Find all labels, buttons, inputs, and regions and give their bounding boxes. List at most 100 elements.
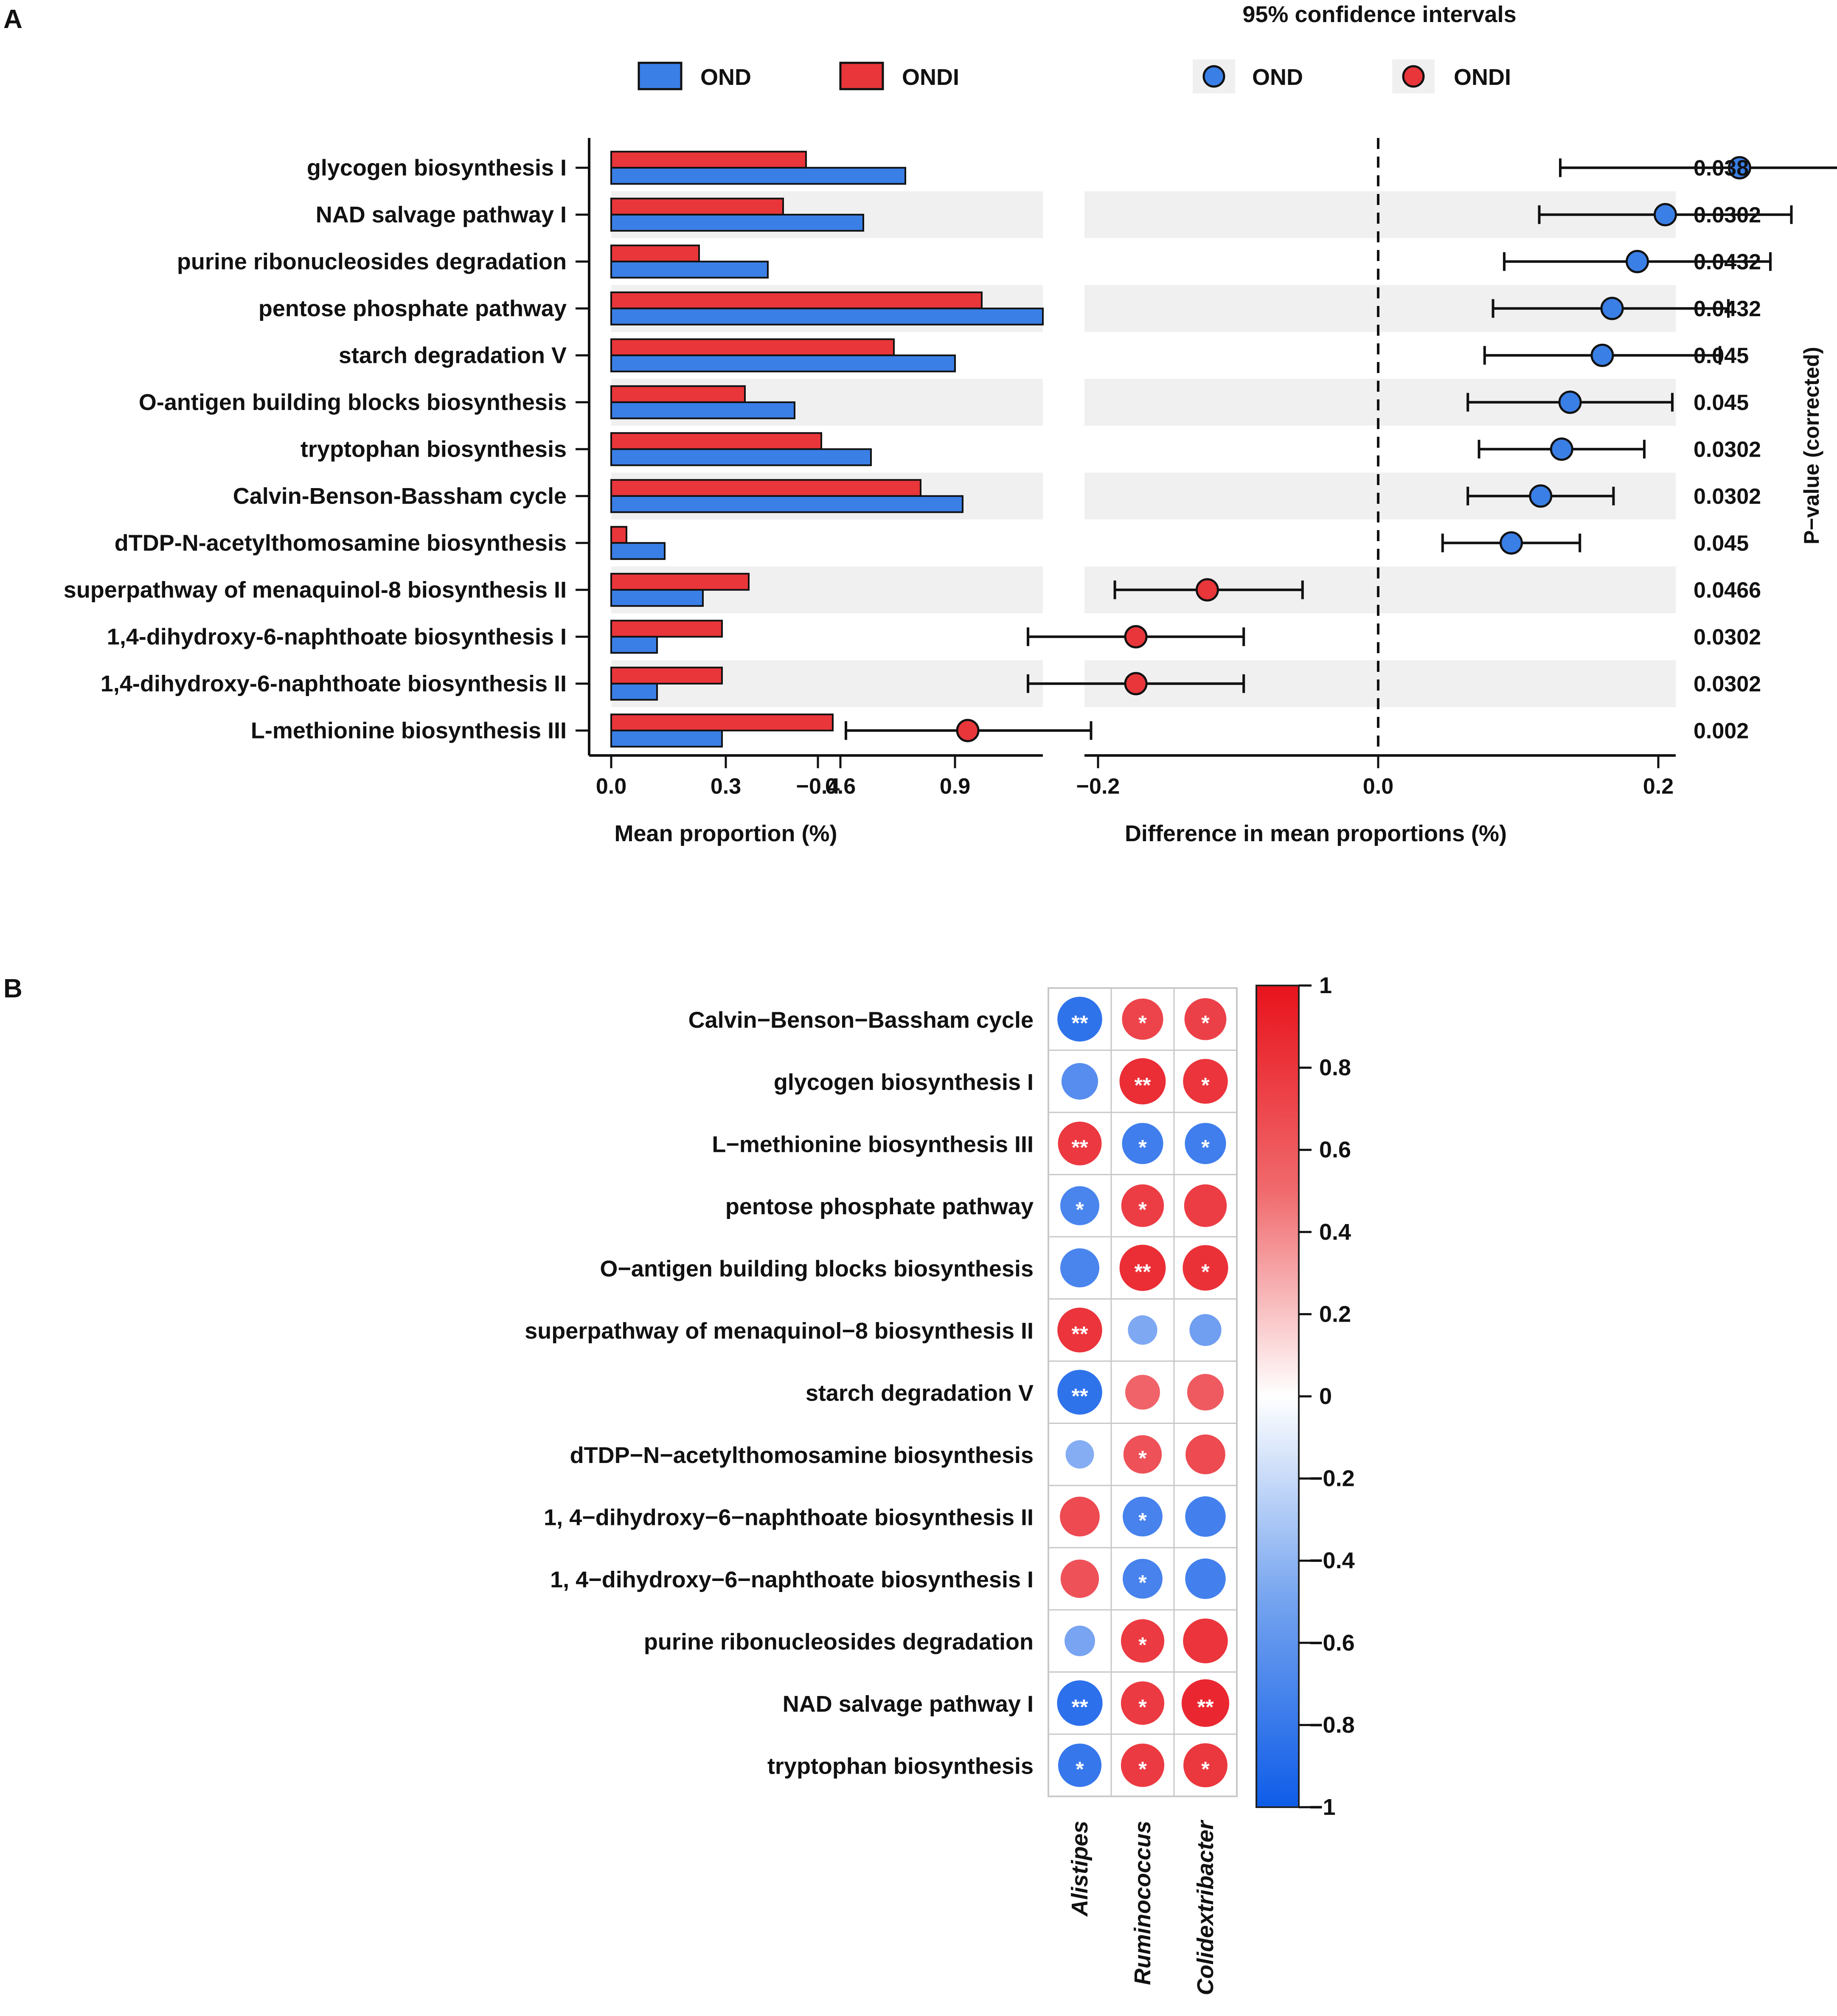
significance-mark: * (1201, 1757, 1210, 1781)
bar-x-tick-label: 0.3 (711, 774, 741, 799)
bar-ond (610, 354, 956, 373)
pathway-label: starch degradation V (339, 343, 567, 368)
legend-ondi-dot-label: ONDI (1454, 65, 1511, 90)
heatmap-cell (1058, 1121, 1102, 1165)
ci-chart: −0.4−0.20.00.20.40.0380.03020.04320.0432… (796, 138, 1837, 799)
pathway-label: superpathway of menaquinol-8 biosynthesi… (64, 577, 567, 603)
pathway-label: tryptophan biosynthesis (301, 436, 567, 462)
ci-point (1124, 625, 1148, 649)
bar-ond (610, 448, 872, 466)
p-value-label: 0.045 (1694, 343, 1749, 368)
heatmap-cell (1123, 1435, 1162, 1474)
significance-mark: ** (1072, 1135, 1088, 1159)
bar-ond (610, 167, 906, 185)
pathway-label: L-methionine biosynthesis III (251, 718, 567, 743)
heatmap-cell (1125, 1375, 1160, 1410)
significance-mark: * (1201, 1135, 1210, 1159)
ci-point (1600, 297, 1624, 320)
heatmap-row-label: tryptophan biosynthesis (767, 1753, 1034, 1779)
bar-ondi (610, 666, 723, 685)
ci-x-tick-label: −0.2 (1076, 774, 1120, 799)
significance-mark: * (1201, 1073, 1210, 1097)
ci-point (1590, 343, 1614, 367)
panel-b-label: B (3, 974, 22, 1003)
pathway-label: 1,4-dihydroxy-6-naphthoate biosynthesis … (101, 671, 567, 696)
p-value-label: 0.0302 (1694, 437, 1761, 462)
bar-ond (610, 542, 666, 560)
bar-ond (610, 401, 795, 419)
significance-mark: * (1138, 1695, 1147, 1719)
bar-ondi (610, 432, 822, 450)
significance-mark: * (1201, 1011, 1210, 1035)
bar-ondi (610, 385, 746, 403)
bar-ond (610, 636, 658, 654)
significance-mark: ** (1135, 1073, 1151, 1097)
colorbar-gradient (1256, 985, 1300, 1808)
pathway-label: pentose phosphate pathway (258, 296, 567, 321)
ci-title: 95% confidence intervals (1242, 2, 1516, 27)
bar-ondi (610, 291, 983, 309)
heatmap-cell (1057, 997, 1102, 1042)
ci-point (1550, 437, 1573, 461)
bar-ondi (610, 151, 807, 169)
pathway-label: 1,4-dihydroxy-6-naphthoate biosynthesis … (107, 624, 567, 649)
colorbar-tick-label: −0.4 (1309, 1548, 1355, 1573)
heatmap-row-label: NAD salvage pathway I (783, 1691, 1034, 1717)
heatmap-cell (1119, 1058, 1166, 1105)
heatmap-cell (1183, 1059, 1228, 1104)
correlation-heatmap: Calvin−Benson−Bassham cycle ** * *glycogen … (525, 987, 1238, 1995)
significance-mark: ** (1135, 1260, 1151, 1283)
heatmap-cell (1061, 1063, 1098, 1100)
significance-mark: ** (1072, 1011, 1088, 1035)
p-value-label: 0.002 (1694, 719, 1749, 743)
colorbar-tick-label: 0.8 (1319, 1055, 1351, 1081)
bar-ondi (610, 197, 784, 216)
heatmap-cell (1183, 1245, 1228, 1291)
heatmap-cell (1183, 1618, 1228, 1664)
bar-ond (610, 730, 723, 748)
pathway-label: O-antigen building blocks biosynthesis (139, 390, 567, 415)
p-value-label: 0.0302 (1694, 203, 1761, 227)
heatmap-cell (1121, 1619, 1165, 1663)
ci-point (1727, 156, 1751, 180)
heatmap-cell (1057, 1307, 1102, 1353)
heatmap-cell (1060, 1186, 1100, 1225)
pathway-label: glycogen biosynthesis I (307, 155, 567, 180)
colorbar-tick-label: 0 (1319, 1384, 1332, 1409)
bar-ondi (610, 526, 627, 544)
colorbar-tick-label: −0.2 (1309, 1466, 1355, 1491)
heatmap-cell (1184, 1184, 1227, 1227)
heatmap-row-label: O−antigen building blocks biosynthesis (600, 1256, 1034, 1281)
ci-legend: 95% confidence intervals OND ONDI (1193, 2, 1517, 93)
bar-ondi (610, 479, 921, 497)
ci-point (1529, 484, 1553, 508)
p-value-label: 0.045 (1694, 531, 1749, 556)
heatmap-cell (1185, 1558, 1226, 1599)
significance-mark: ** (1072, 1384, 1088, 1408)
heatmap-col-label: Ruminococcus (1130, 1821, 1155, 1985)
heatmap-cell (1121, 1184, 1164, 1227)
ci-x-tick-label: 0.2 (1643, 774, 1674, 799)
colorbar-tick-label: −0.6 (1309, 1630, 1355, 1656)
bar-ond (610, 261, 769, 279)
heatmap-cell (1122, 1123, 1163, 1164)
heatmap-cell (1065, 1626, 1095, 1657)
heatmap-row-label: superpathway of menaquinol−8 biosynthesi… (525, 1318, 1034, 1344)
bar-ond (610, 307, 1044, 326)
heatmap-cell (1128, 1315, 1157, 1345)
significance-mark: * (1138, 1757, 1147, 1781)
bar-x-tick-label: 0.6 (825, 774, 856, 799)
pathway-label: purine ribonucleosides degradation (177, 249, 567, 274)
bar-ondi (610, 244, 700, 263)
ci-point (1124, 672, 1148, 696)
significance-mark: * (1138, 1135, 1147, 1159)
heatmap-cell (1119, 1244, 1166, 1291)
heatmap-row-label: starch degradation V (806, 1380, 1034, 1406)
ci-point (1500, 531, 1523, 555)
heatmap-cell (1057, 1370, 1102, 1415)
heatmap-row-label: L−methionine biosynthesis III (712, 1132, 1034, 1157)
heatmap-cell (1058, 1744, 1102, 1787)
heatmap-cell (1057, 1680, 1103, 1726)
bar-ondi (610, 713, 834, 732)
heatmap-cell (1185, 1123, 1226, 1164)
